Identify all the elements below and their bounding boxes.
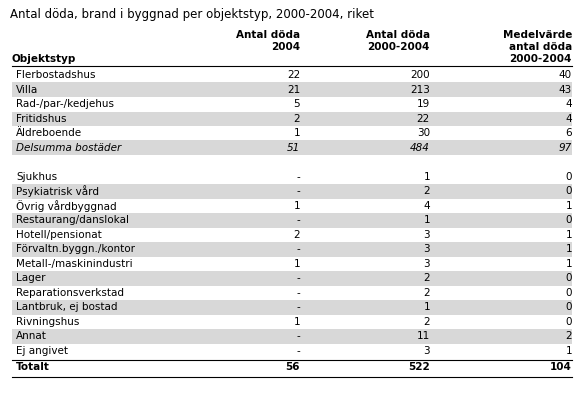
Text: Lager: Lager [16,273,46,283]
Text: Antal döda: Antal döda [236,30,300,40]
Text: -: - [296,346,300,356]
Text: 19: 19 [417,99,430,109]
Text: 1: 1 [423,215,430,225]
Text: 43: 43 [559,85,572,95]
Text: Annat: Annat [16,331,47,341]
Text: Fritidshus: Fritidshus [16,114,67,124]
Text: 1: 1 [565,346,572,356]
Text: 40: 40 [559,70,572,80]
Text: 0: 0 [565,288,572,298]
Text: 2: 2 [565,331,572,341]
Text: Antal döda, brand i byggnad per objektstyp, 2000-2004, riket: Antal döda, brand i byggnad per objektst… [10,8,374,21]
Text: 2: 2 [293,230,300,240]
Text: 1: 1 [293,201,300,211]
Text: 97: 97 [559,143,572,153]
Text: Rivningshus: Rivningshus [16,317,79,327]
Text: 22: 22 [417,114,430,124]
Text: 0: 0 [565,172,572,182]
Text: 2: 2 [423,273,430,283]
Text: Restaurang/danslokal: Restaurang/danslokal [16,215,129,225]
Text: -: - [296,331,300,341]
Text: Objektstyp: Objektstyp [12,54,77,64]
Text: Delsumma bostäder: Delsumma bostäder [16,143,121,153]
Text: -: - [296,288,300,298]
Text: 0: 0 [565,317,572,327]
Text: 522: 522 [408,362,430,372]
Text: 0: 0 [565,273,572,283]
Text: 200: 200 [411,70,430,80]
Text: Sjukhus: Sjukhus [16,172,57,182]
Text: 56: 56 [286,362,300,372]
Text: 4: 4 [565,99,572,109]
Text: 5: 5 [293,99,300,109]
Text: 11: 11 [417,331,430,341]
Text: 1: 1 [565,259,572,269]
Text: 21: 21 [287,85,300,95]
Text: 2000-2004: 2000-2004 [510,54,572,64]
Text: 0: 0 [565,186,572,196]
Text: 104: 104 [550,362,572,372]
Text: 2: 2 [423,186,430,196]
Text: Reparationsverkstad: Reparationsverkstad [16,288,124,298]
Text: 2000-2004: 2000-2004 [367,42,430,52]
Text: Antal döda: Antal döda [366,30,430,40]
Text: 1: 1 [293,317,300,327]
Text: 30: 30 [417,128,430,138]
Text: Ej angivet: Ej angivet [16,346,68,356]
Text: 2004: 2004 [271,42,300,52]
Text: 1: 1 [293,259,300,269]
Text: Villa: Villa [16,85,38,95]
Text: Medelvärde: Medelvärde [503,30,572,40]
Text: 1: 1 [423,302,430,312]
Text: Totalt: Totalt [16,362,50,372]
Text: 1: 1 [293,128,300,138]
Text: 6: 6 [565,128,572,138]
Text: 0: 0 [565,302,572,312]
Text: 51: 51 [287,143,300,153]
Text: -: - [296,172,300,182]
Text: 1: 1 [565,201,572,211]
Text: Psykiatrisk vård: Psykiatrisk vård [16,185,99,197]
Text: 0: 0 [565,215,572,225]
Text: Hotell/pensionat: Hotell/pensionat [16,230,102,240]
Text: Lantbruk, ej bostad: Lantbruk, ej bostad [16,302,117,312]
Text: -: - [296,302,300,312]
Text: -: - [296,186,300,196]
Text: Rad-/par-/kedjehus: Rad-/par-/kedjehus [16,99,114,109]
Text: 3: 3 [423,346,430,356]
Text: Metall-/maskinindustri: Metall-/maskinindustri [16,259,133,269]
Text: Äldreboende: Äldreboende [16,128,82,138]
Text: 2: 2 [423,288,430,298]
Text: 4: 4 [423,201,430,211]
Text: 213: 213 [410,85,430,95]
Text: 3: 3 [423,230,430,240]
Text: 1: 1 [423,172,430,182]
Text: -: - [296,215,300,225]
Text: 484: 484 [410,143,430,153]
Text: antal döda: antal döda [509,42,572,52]
Text: 3: 3 [423,244,430,254]
Text: 3: 3 [423,259,430,269]
Text: Flerbostadshus: Flerbostadshus [16,70,96,80]
Text: 2: 2 [423,317,430,327]
Text: 4: 4 [565,114,572,124]
Text: Förvaltn.byggn./kontor: Förvaltn.byggn./kontor [16,244,135,254]
Text: Övrig vårdbyggnad: Övrig vårdbyggnad [16,200,117,212]
Text: 1: 1 [565,244,572,254]
Text: -: - [296,273,300,283]
Text: -: - [296,244,300,254]
Text: 1: 1 [565,230,572,240]
Text: 22: 22 [287,70,300,80]
Text: 2: 2 [293,114,300,124]
